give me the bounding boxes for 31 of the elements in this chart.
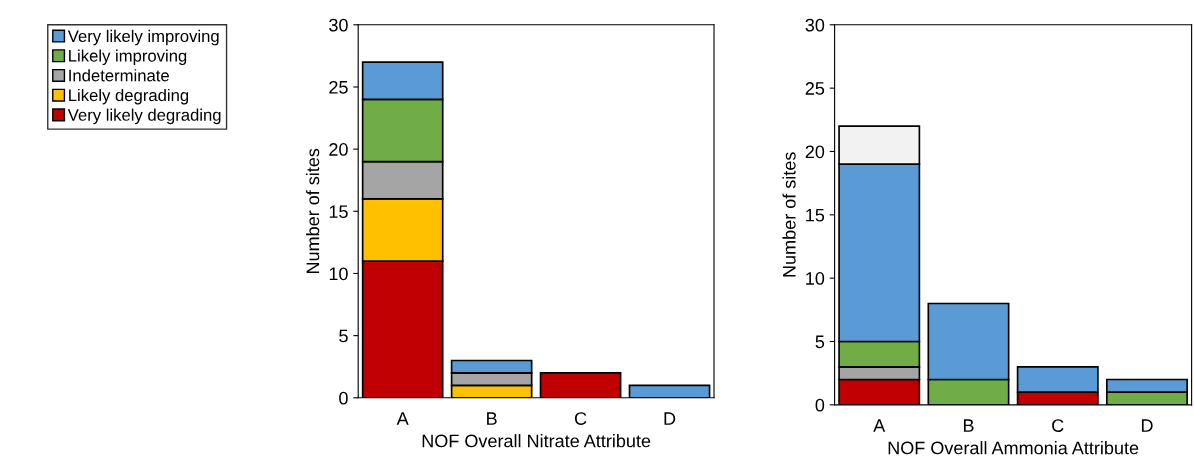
y-tick-label: 15 xyxy=(329,205,348,219)
legend-label: Likely improving xyxy=(69,49,187,66)
legend-label: Very likely degrading xyxy=(67,108,221,125)
y-tick-label: 5 xyxy=(815,335,825,349)
x-axis-title: NOF Overall Nitrate Attribute xyxy=(422,434,651,448)
y-tick-label: 10 xyxy=(806,272,825,285)
x-tick-label: A xyxy=(873,419,886,432)
y-axis-title: Number of sites xyxy=(306,148,320,274)
y-axis-title: Number of sites xyxy=(782,152,796,277)
y-tick-label: 10 xyxy=(329,267,348,281)
y-tick-label: 20 xyxy=(329,143,348,156)
x-tick-label: C xyxy=(574,412,587,425)
legend-label: Very likely improving xyxy=(67,29,219,46)
x-tick-label: D xyxy=(1141,419,1153,432)
x-tick-label: B xyxy=(963,419,974,432)
y-tick-label: 15 xyxy=(806,208,825,222)
x-tick-label: C xyxy=(1052,419,1064,432)
x-tick-label: B xyxy=(487,412,497,425)
x-tick-label: A xyxy=(396,412,409,425)
y-tick-label: 0 xyxy=(815,398,825,412)
legend-label: Indeterminate xyxy=(69,69,169,82)
y-tick-label: 30 xyxy=(329,18,348,32)
y-tick-label: 20 xyxy=(805,145,825,159)
x-axis-title: NOF Overall Ammonia Attribute xyxy=(888,441,1139,455)
y-tick-label: 30 xyxy=(805,18,825,32)
y-tick-label: 25 xyxy=(329,80,348,94)
y-tick-label: 0 xyxy=(339,391,348,405)
y-tick-label: 25 xyxy=(805,82,825,95)
legend-label: Likely degrading xyxy=(69,88,189,105)
x-tick-label: D xyxy=(664,412,676,425)
y-tick-label: 5 xyxy=(339,329,348,343)
